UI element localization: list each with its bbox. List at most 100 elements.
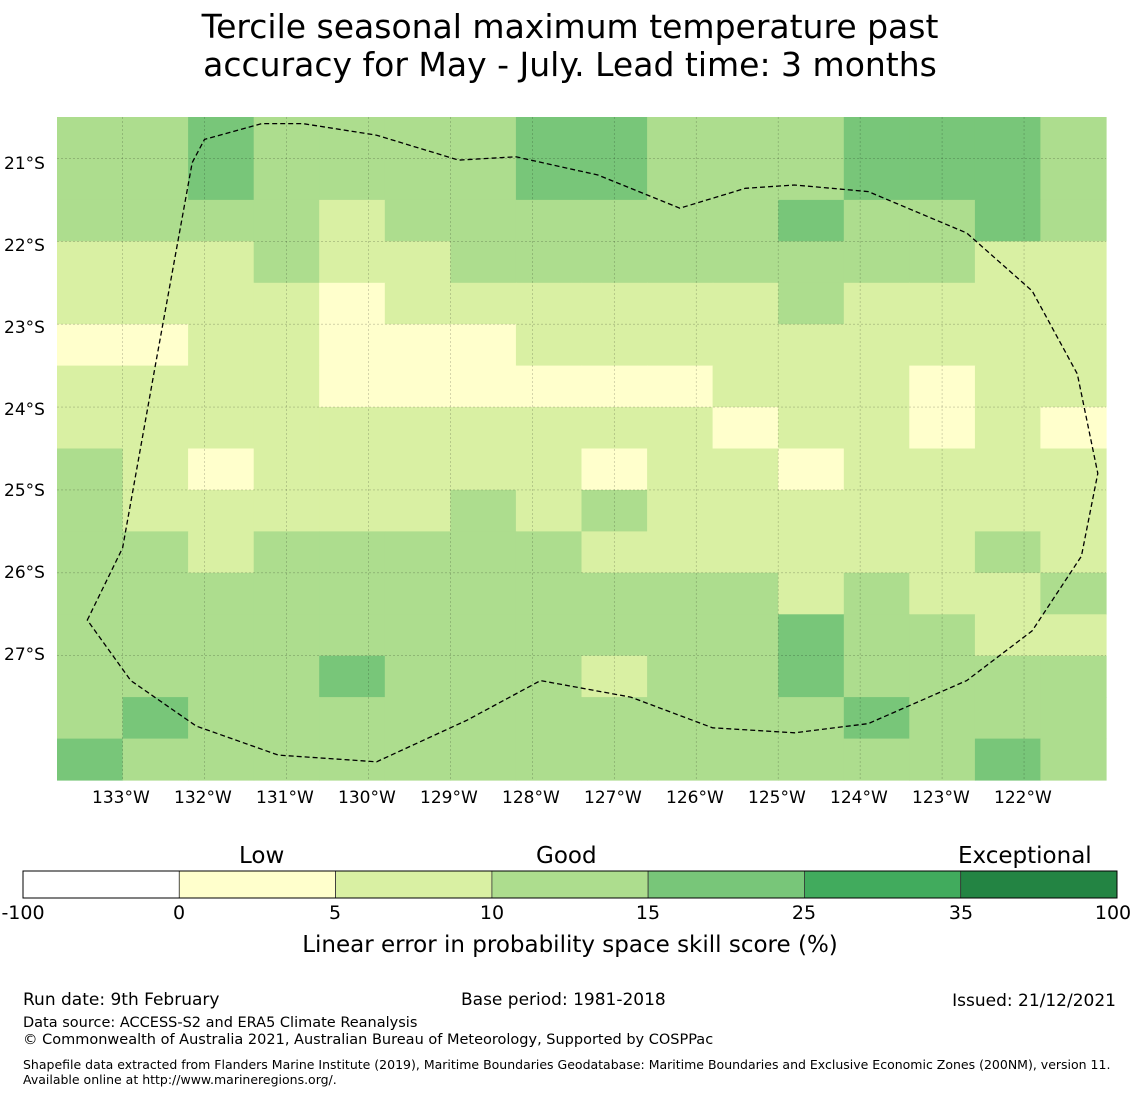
skill-cell: [450, 117, 517, 159]
skill-cell: [778, 241, 845, 284]
colorbar-tick-label: 100: [1094, 902, 1132, 924]
skill-cell: [515, 117, 583, 159]
skill-cell: [909, 697, 976, 740]
skill-cell: [384, 282, 451, 325]
skill-cell: [319, 572, 386, 615]
colorbar-tick-label: -100: [1, 902, 45, 924]
skill-cell: [384, 489, 451, 532]
skill-cell: [712, 572, 779, 615]
colorbar-bin: [491, 870, 649, 899]
lon-label-127w: 127°W: [584, 788, 642, 808]
skill-cell: [778, 117, 845, 159]
colorbar-tick-label: 15: [635, 902, 661, 924]
skill-cell: [974, 614, 1042, 657]
skill-cell: [450, 324, 517, 367]
skill-cell: [319, 365, 386, 408]
skill-cell: [319, 117, 386, 159]
lat-label-22s: 22°S: [4, 236, 45, 256]
skill-cell: [581, 199, 648, 242]
skill-cell: [778, 489, 845, 532]
skill-cell: [384, 158, 451, 201]
issued-date: Issued: 21/12/2021: [952, 991, 1116, 1011]
skill-cell: [319, 489, 386, 532]
colorbar-tick-label: 25: [791, 902, 817, 924]
colorbar-bin: [804, 870, 962, 899]
skill-cell: [319, 241, 386, 284]
skill-cell: [122, 738, 189, 781]
skill-cell: [581, 241, 648, 284]
lon-label-128w: 128°W: [502, 788, 560, 808]
lon-label-132w: 132°W: [174, 788, 232, 808]
skill-cell: [1040, 158, 1107, 201]
skill-cell: [974, 531, 1042, 574]
skill-cell: [778, 324, 845, 367]
skill-cell: [188, 199, 255, 242]
skill-cell: [384, 365, 451, 408]
skill-cell: [188, 489, 255, 532]
skill-cell: [1040, 614, 1107, 657]
skill-cell: [515, 199, 583, 242]
skill-cell: [712, 158, 779, 201]
skill-cell: [843, 655, 910, 698]
skill-cell: [974, 365, 1042, 408]
shapefile-credit: Shapefile data extracted from Flanders M…: [23, 1057, 1111, 1087]
skill-cell: [253, 614, 320, 657]
skill-cell: [647, 324, 714, 367]
skill-cell: [909, 158, 976, 201]
skill-cell: [778, 158, 845, 201]
skill-cell: [778, 655, 845, 698]
skill-cell: [647, 531, 714, 574]
colorbar-tick-label: 0: [172, 902, 186, 924]
skill-cell: [319, 324, 386, 367]
skill-cell: [384, 614, 451, 657]
skill-cell: [253, 365, 320, 408]
lat-label-21s: 21°S: [4, 154, 45, 174]
colorbar-category-good: Good: [536, 843, 597, 869]
skill-cell: [188, 241, 255, 284]
skill-cell: [122, 489, 189, 532]
skill-cell: [57, 655, 124, 698]
skill-cell: [188, 117, 255, 159]
skill-cell: [57, 365, 124, 408]
lat-label-25s: 25°S: [4, 481, 45, 501]
skill-cell: [188, 655, 255, 698]
skill-cell: [57, 697, 124, 740]
skill-cell: [515, 655, 583, 698]
skill-cell: [1040, 489, 1107, 532]
skill-cell: [843, 697, 910, 740]
skill-cell: [319, 407, 386, 450]
colorbar-title: Linear error in probability space skill …: [302, 932, 838, 958]
skill-cell: [384, 738, 451, 781]
skill-cell: [515, 365, 583, 408]
skill-cell: [974, 158, 1042, 201]
skill-cell: [712, 324, 779, 367]
skill-cell: [57, 614, 124, 657]
skill-cell: [188, 407, 255, 450]
skill-cell: [1040, 241, 1107, 284]
skill-cell: [253, 655, 320, 698]
skill-cell: [581, 407, 648, 450]
skill-cell: [647, 655, 714, 698]
skill-cell: [57, 448, 124, 491]
skill-cell: [57, 489, 124, 532]
skill-cell: [581, 655, 648, 698]
skill-cell: [57, 282, 124, 325]
lon-label-122w: 122°W: [994, 788, 1052, 808]
skill-cell: [122, 324, 189, 367]
skill-cell: [647, 199, 714, 242]
skill-cell: [1040, 199, 1107, 242]
skill-cell: [57, 241, 124, 284]
lat-label-27s: 27°S: [4, 645, 45, 665]
map-title-line-1: Tercile seasonal maximum temperature pas…: [201, 7, 939, 46]
skill-cell: [909, 448, 976, 491]
skill-cell: [57, 738, 124, 781]
skill-cell: [909, 738, 976, 781]
skill-cell: [778, 448, 845, 491]
skill-cell: [843, 489, 910, 532]
skill-cell: [647, 117, 714, 159]
skill-cell: [253, 282, 320, 325]
skill-cell: [647, 448, 714, 491]
skill-cell: [712, 448, 779, 491]
skill-cell: [319, 531, 386, 574]
